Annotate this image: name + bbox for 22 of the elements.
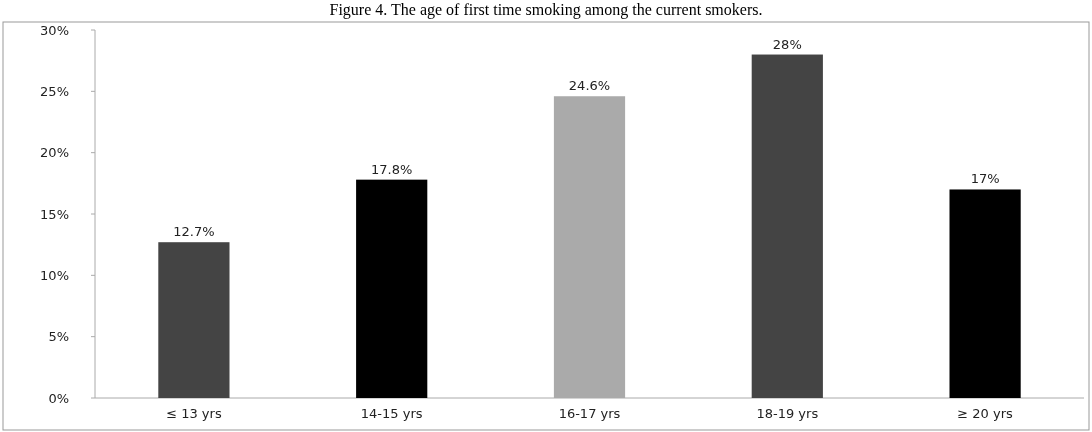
data-label: 28% (772, 36, 802, 52)
bar (158, 242, 230, 398)
y-tick-label: 5% (48, 329, 69, 345)
bar (949, 189, 1021, 398)
data-label: 24.6% (568, 78, 611, 94)
data-label: 12.7% (173, 224, 215, 240)
y-tick-label: 15% (40, 206, 69, 222)
y-tick-label: 25% (40, 83, 69, 99)
y-tick-label: 10% (40, 267, 69, 283)
data-label: 17.8% (371, 161, 413, 177)
y-tick-label: 30% (40, 22, 69, 38)
x-tick-label: 16-17 yrs (558, 406, 621, 421)
y-tick-label: 0% (48, 390, 69, 406)
x-tick-label: 14-15 yrs (360, 406, 423, 421)
x-tick-label: ≥ 20 yrs (957, 406, 1014, 421)
bar (751, 54, 823, 398)
x-tick-label: 18-19 yrs (756, 406, 819, 421)
y-tick-label: 20% (40, 145, 69, 161)
bar (356, 179, 428, 398)
x-tick-label: ≤ 13 yrs (166, 406, 222, 421)
chart-title: Figure 4. The age of first time smoking among the current smokers. (329, 1, 763, 19)
data-label: 17% (970, 171, 1000, 187)
